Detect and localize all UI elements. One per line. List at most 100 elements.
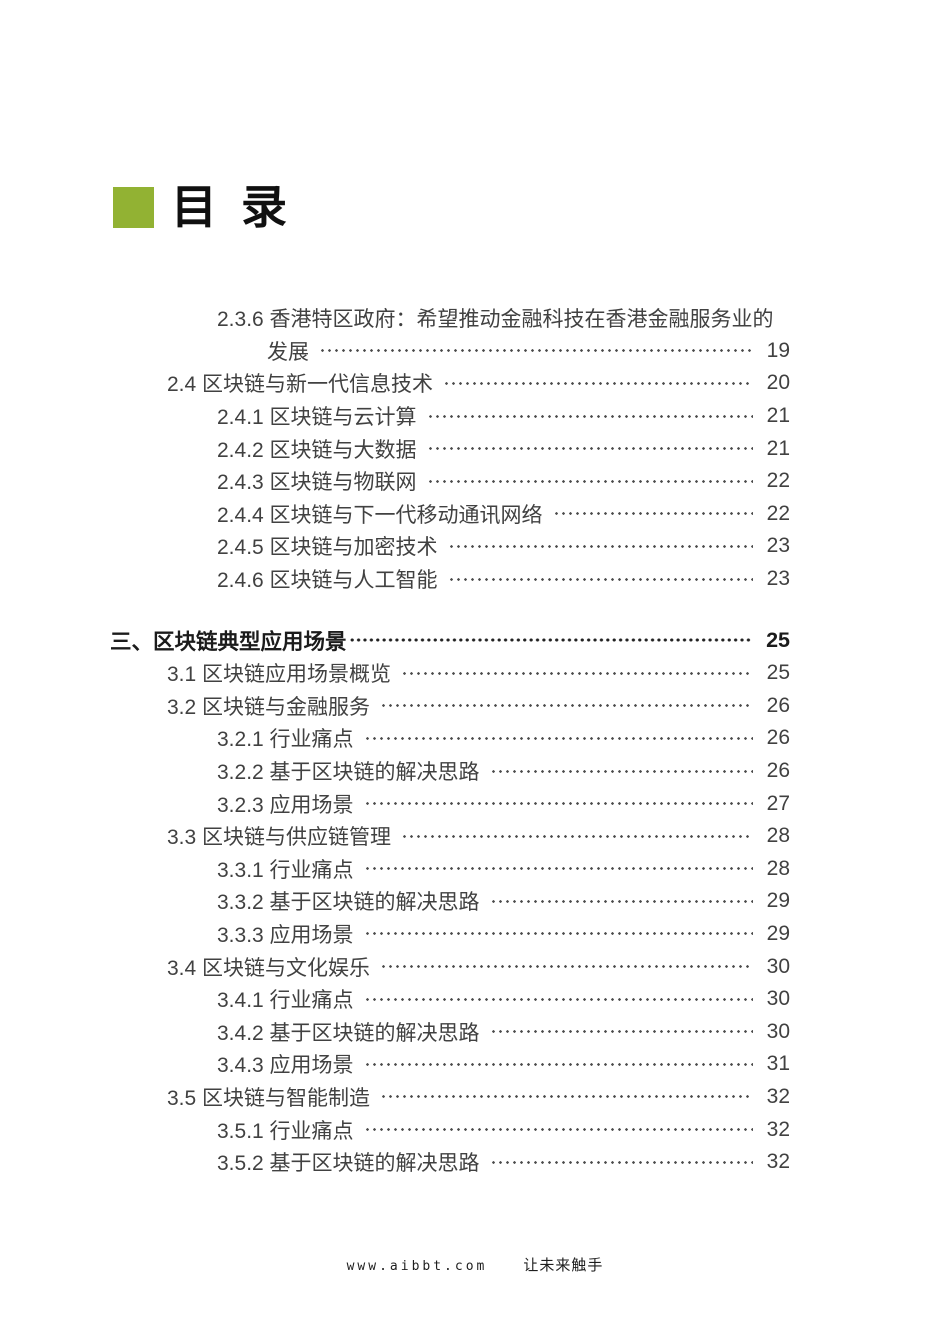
toc-entry-page: 23 <box>766 534 790 558</box>
toc-entry-label: 3.2 区块链与金融服务 <box>167 695 371 719</box>
dotted-leader <box>447 530 753 563</box>
toc-entry[interactable]: 3.5.1 行业痛点 32 <box>110 1113 790 1146</box>
toc-entry-label: 3.4.2 基于区块链的解决思路 <box>217 1021 480 1045</box>
toc-entry[interactable]: 2.4.4 区块链与下一代移动通讯网络 22 <box>110 497 790 531</box>
toc-entry-page: 25 <box>766 661 790 685</box>
toc-entry[interactable]: 3.2.3 应用场景 27 <box>110 787 790 820</box>
toc-entry-label: 2.4.4 区块链与下一代移动通讯网络 <box>217 503 543 527</box>
toc-entry[interactable]: 3.4.1 行业痛点 30 <box>110 982 790 1016</box>
dotted-leader <box>363 1048 753 1081</box>
toc-entry[interactable]: 3.5.2 基于区块链的解决思路 32 <box>110 1145 790 1179</box>
dotted-leader <box>380 1080 753 1114</box>
toc-entry[interactable]: 2.4.2 区块链与大数据 21 <box>110 432 790 465</box>
toc-entry-page: 32 <box>766 1150 790 1174</box>
dotted-leader <box>363 787 753 820</box>
dotted-leader <box>426 464 753 498</box>
toc-entry[interactable]: 2.4.3 区块链与物联网 22 <box>110 464 790 498</box>
toc-entry-label: 2.4 区块链与新一代信息技术 <box>167 373 434 397</box>
toc-entry[interactable]: 2.4.1 区块链与云计算 21 <box>110 399 790 433</box>
toc-entry-page: 26 <box>766 759 790 783</box>
toc-entry-label: 3.3.3 应用场景 <box>217 923 354 947</box>
toc-entry-page: 29 <box>766 889 790 913</box>
dotted-leader <box>380 950 753 983</box>
toc-entry-page: 25 <box>766 628 790 653</box>
dotted-leader <box>426 399 753 433</box>
dotted-leader <box>426 432 753 465</box>
toc-entry-page: 32 <box>766 1084 790 1108</box>
toc-entry[interactable]: 3.2.1 行业痛点 26 <box>110 722 790 755</box>
dotted-leader <box>363 852 753 886</box>
toc-entry-page: 19 <box>766 338 790 362</box>
toc-entry[interactable]: 3.4.3 应用场景 31 <box>110 1048 790 1081</box>
toc-entry-page: 30 <box>766 1019 790 1043</box>
toc-entry-label: 3.3.2 基于区块链的解决思路 <box>217 891 480 915</box>
dotted-leader <box>489 885 753 918</box>
dotted-leader <box>443 367 753 400</box>
toc-entry-page: 31 <box>766 1052 790 1076</box>
toc-entry[interactable]: 3.3.3 应用场景 29 <box>110 917 790 951</box>
dotted-leader <box>489 1145 753 1179</box>
page-footer: www.aibbt.com 让未来触手 <box>0 1254 950 1275</box>
toc-entry-label: 3.3 区块链与供应链管理 <box>167 826 392 850</box>
toc-entry-page: 26 <box>766 726 790 750</box>
toc-entry-label: 三、区块链典型应用场景 <box>110 630 347 655</box>
toc-entry-label: 3.2.2 基于区块链的解决思路 <box>217 761 480 785</box>
toc-entry-label: 3.3.1 行业痛点 <box>217 858 354 882</box>
toc-entry[interactable]: 3.1 区块链应用场景概览 25 <box>110 656 790 690</box>
toc-entry-page: 21 <box>766 404 790 428</box>
toc-entry[interactable]: 3.3.1 行业痛点 28 <box>110 852 790 886</box>
toc-entry-label: 3.5.2 基于区块链的解决思路 <box>217 1152 480 1176</box>
toc-entry[interactable]: 三、区块链典型应用场景 25 <box>110 624 790 657</box>
footer-slogan: 让未来触手 <box>523 1257 604 1274</box>
toc-entry-page: 29 <box>766 921 790 945</box>
toc-entry[interactable]: 3.2.2 基于区块链的解决思路 26 <box>110 754 790 788</box>
dotted-leader <box>489 1015 753 1049</box>
dotted-leader <box>447 562 753 596</box>
toc-entry-label: 3.5 区块链与智能制造 <box>167 1086 371 1110</box>
toc-entry[interactable]: 2.3.6 香港特区政府：希望推动金融科技在香港金融服务业的 <box>110 302 790 335</box>
toc-entry-label: 3.1 区块链应用场景概览 <box>167 663 392 687</box>
toc-entry-label: 2.4.6 区块链与人工智能 <box>217 569 438 593</box>
toc-entry-page: 22 <box>766 469 790 493</box>
toc-list: 2.3.6 香港特区政府：希望推动金融科技在香港金融服务业的 发展 19 2.4… <box>110 302 790 1179</box>
toc-entry[interactable]: 3.3.2 基于区块链的解决思路 29 <box>110 885 790 918</box>
toc-entry-label: 3.4.3 应用场景 <box>217 1054 354 1078</box>
dotted-leader <box>348 624 753 657</box>
dotted-leader <box>489 754 753 788</box>
dotted-leader <box>401 656 753 690</box>
toc-entry-label: 3.5.1 行业痛点 <box>217 1119 354 1143</box>
toc-entry[interactable]: 发展 19 <box>110 334 790 368</box>
toc-header: 目 录 <box>113 184 291 230</box>
toc-entry[interactable]: 2.4.5 区块链与加密技术 23 <box>110 530 790 563</box>
toc-entry-page: 32 <box>766 1117 790 1141</box>
page-title: 目 录 <box>171 180 292 234</box>
toc-entry[interactable]: 3.4.2 基于区块链的解决思路 30 <box>110 1015 790 1049</box>
toc-entry-page: 30 <box>766 954 790 978</box>
footer-url[interactable]: www.aibbt.com <box>346 1259 488 1274</box>
dotted-leader <box>380 689 753 723</box>
toc-entry-page: 30 <box>766 987 790 1011</box>
toc-entry[interactable]: 2.4.6 区块链与人工智能 23 <box>110 562 790 596</box>
toc-entry-label: 发展 <box>267 340 309 364</box>
dotted-leader <box>363 982 753 1016</box>
toc-entry-label: 2.4.3 区块链与物联网 <box>217 471 417 495</box>
toc-entry-page: 28 <box>766 856 790 880</box>
toc-entry[interactable]: 3.3 区块链与供应链管理 28 <box>110 819 790 853</box>
dotted-leader <box>363 722 753 755</box>
toc-entry[interactable]: 3.4 区块链与文化娱乐 30 <box>110 950 790 983</box>
toc-entry-page: 22 <box>766 501 790 525</box>
toc-entry-page: 21 <box>766 436 790 460</box>
dotted-leader <box>319 334 753 368</box>
toc-entry-label: 2.4.1 区块链与云计算 <box>217 406 417 430</box>
dotted-leader <box>552 497 753 531</box>
toc-entry[interactable]: 3.5 区块链与智能制造 32 <box>110 1080 790 1114</box>
toc-entry-page: 23 <box>766 567 790 591</box>
toc-entry-page: 28 <box>766 824 790 848</box>
toc-entry[interactable]: 2.4 区块链与新一代信息技术 20 <box>110 367 790 400</box>
toc-entry-page: 27 <box>766 791 790 815</box>
toc-entry[interactable]: 3.2 区块链与金融服务 26 <box>110 689 790 723</box>
toc-entry-label: 3.4.1 行业痛点 <box>217 989 354 1013</box>
green-square-marker <box>113 186 154 228</box>
toc-entry-label: 3.4 区块链与文化娱乐 <box>167 956 371 980</box>
